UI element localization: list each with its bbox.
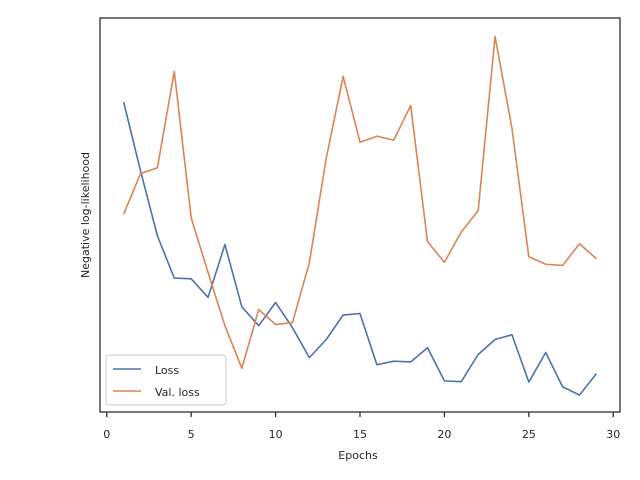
legend: Loss Val. loss xyxy=(105,354,227,406)
x-tick-label: 0 xyxy=(103,428,110,441)
x-tick-label: 25 xyxy=(522,428,536,441)
y-axis-label: Negative log-likelihood xyxy=(79,152,92,278)
series-line-loss xyxy=(122,101,597,396)
x-tick-label: 30 xyxy=(606,428,620,441)
series-line-val-loss xyxy=(122,35,597,370)
x-tick-label: 20 xyxy=(437,428,451,441)
series-lines xyxy=(122,35,597,396)
legend-box xyxy=(105,354,227,406)
plot-frame xyxy=(99,17,621,413)
x-tick-label: 5 xyxy=(188,428,195,441)
x-axis-label: Epochs xyxy=(338,449,378,462)
x-axis: 0 5 10 15 20 25 30 xyxy=(103,412,620,441)
legend-label-val-loss: Val. loss xyxy=(155,386,200,399)
x-tick-label: 10 xyxy=(269,428,283,441)
legend-label-loss: Loss xyxy=(155,364,179,377)
x-tick-label: 15 xyxy=(353,428,367,441)
